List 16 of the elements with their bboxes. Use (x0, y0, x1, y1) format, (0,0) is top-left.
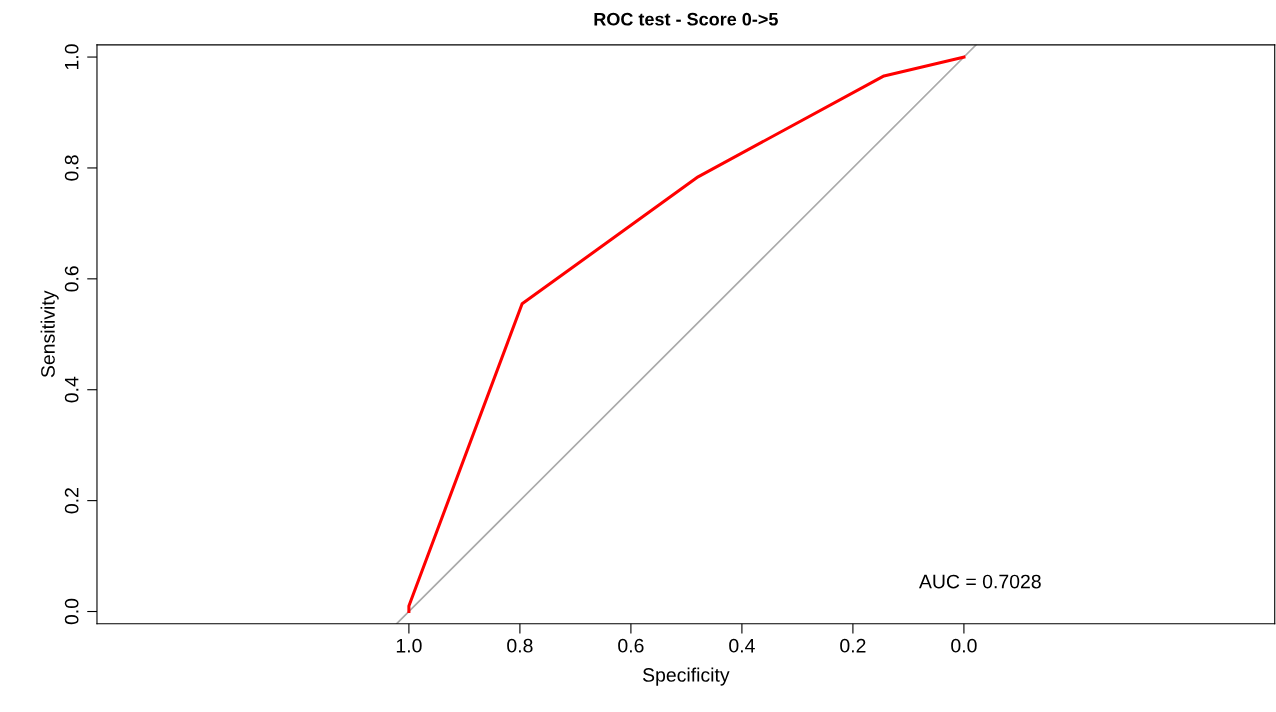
x-tick-label: 0.4 (729, 638, 755, 653)
annotation: AUC = 0.7028 (918, 574, 1041, 589)
x-tick-label: 0.6 (618, 638, 644, 653)
x-axis-title: Specificity (642, 667, 730, 686)
chart-title: ROC test - Score 0->5 (594, 12, 778, 26)
y-tick-label: 0.2 (64, 488, 79, 514)
y-axis-title: Sensitivity (40, 290, 59, 378)
y-tick-label: 0.6 (64, 266, 79, 292)
x-tick-label: 0.0 (951, 638, 977, 653)
y-tick-label: 0.8 (64, 155, 79, 181)
y-tick-label: 1.0 (64, 44, 79, 70)
x-tick-label: 1.0 (396, 638, 422, 653)
x-tick-label: 0.2 (840, 638, 866, 653)
y-tick-label: 0.4 (64, 376, 79, 403)
x-tick-label: 0.8 (507, 638, 533, 653)
y-tick-label: 0.0 (64, 598, 79, 625)
